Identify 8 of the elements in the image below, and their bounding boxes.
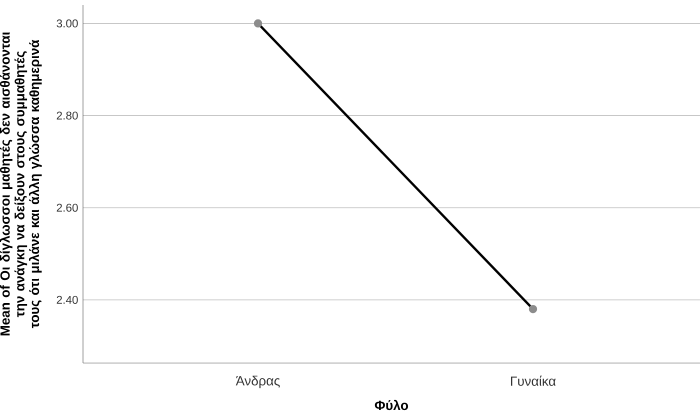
x-axis-title: Φύλο — [374, 400, 408, 410]
x-tick-label: Γυναίκα — [510, 376, 556, 386]
x-tick-label: Άνδρας — [236, 376, 280, 388]
y-tick-label: 3.00 — [56, 19, 78, 28]
y-tick-label: 2.80 — [56, 112, 78, 120]
y-tick-label: 2.60 — [56, 204, 78, 212]
y-axis-title: Mean of Οι δίγλωσσοι μαθητές δεν αισθάνονται την ανάγκη να δείξουν στους συμμαθητές τους ότι μιλάνε και άλλη γλώσσα καθημερινά — [0, 32, 42, 336]
y-tick-label: 2.40 — [56, 296, 78, 304]
